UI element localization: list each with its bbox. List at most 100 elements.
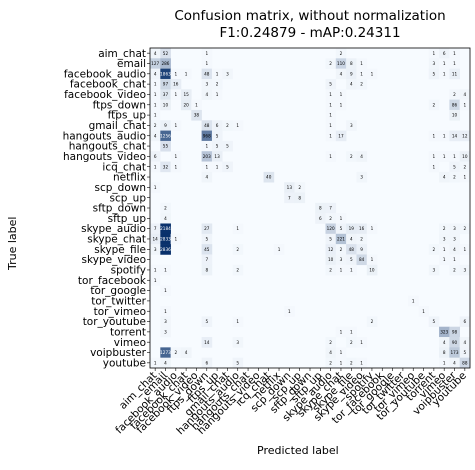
- cell-value-label: 1: [443, 247, 446, 252]
- cell-value-label: 10: [328, 257, 334, 262]
- matrix-cell: [335, 48, 347, 59]
- matrix-cell: [315, 202, 326, 214]
- cell-value-label: 1: [216, 164, 219, 169]
- matrix-cell: [232, 244, 244, 255]
- matrix-cell: [232, 337, 244, 348]
- cell-value-label: 3: [236, 340, 239, 345]
- cell-value-label: 1: [236, 319, 239, 324]
- y-tick-label: tor_google: [90, 285, 146, 297]
- cell-value-label: 5: [226, 164, 229, 169]
- cell-value-label: 8: [298, 195, 301, 200]
- matrix-cell: [160, 264, 171, 276]
- cell-value-label: 1: [174, 237, 177, 242]
- cell-value-label: 4: [350, 82, 353, 87]
- cell-value-label: 15: [183, 92, 189, 97]
- matrix-cell: [335, 223, 347, 235]
- matrix-cell: [428, 58, 440, 69]
- matrix-cell: [366, 68, 378, 80]
- cell-value-label: 1: [340, 350, 343, 355]
- matrix-cell: [160, 285, 171, 297]
- cell-value-label: 2: [453, 92, 456, 97]
- matrix-cell: [428, 244, 440, 255]
- cell-value-label: 17: [338, 133, 344, 138]
- matrix-cell: [346, 337, 357, 348]
- cell-value-label: 2: [360, 237, 363, 242]
- cell-value-label: 2: [350, 154, 353, 159]
- matrix-cell: [459, 316, 471, 328]
- cell-value-label: 20: [183, 102, 189, 107]
- cell-value-label: 4: [453, 247, 456, 252]
- matrix-cell: [160, 140, 171, 152]
- matrix-cell: [222, 120, 233, 131]
- cell-value-label: 2833: [160, 237, 171, 242]
- cell-value-label: 37: [163, 92, 169, 97]
- matrix-cell: [449, 130, 460, 142]
- cell-value-label: 6: [216, 123, 219, 128]
- cell-value-label: 1: [443, 61, 446, 66]
- cell-value-label: 5: [216, 133, 219, 138]
- cell-value-label: 48: [204, 123, 210, 128]
- cell-value-label: 1: [164, 268, 167, 273]
- matrix-cell: [150, 120, 161, 131]
- y-tick-label: facebook_video: [64, 89, 146, 101]
- y-tick-label: icq_chat: [102, 161, 146, 173]
- matrix-cell: [170, 78, 182, 90]
- y-tick-label: ftps_up: [108, 110, 147, 122]
- matrix-cell: [325, 254, 337, 266]
- matrix-cell: [459, 357, 471, 369]
- cell-value-label: 1: [371, 257, 374, 262]
- cell-value-label: 1: [329, 113, 332, 118]
- cell-value-label: 1: [360, 61, 363, 66]
- matrix-cell: [356, 78, 368, 90]
- matrix-cell: [232, 264, 244, 276]
- cell-value-label: 2: [340, 51, 343, 56]
- matrix-cell: [449, 337, 460, 348]
- cell-value-label: 286: [161, 61, 169, 66]
- y-tick-label: vimeo: [114, 337, 146, 349]
- cell-value-label: 1: [205, 61, 208, 66]
- matrix-cell: [418, 306, 430, 317]
- matrix-cell: [160, 48, 171, 59]
- cell-value-label: 110: [337, 61, 345, 66]
- matrix-cell: [170, 233, 182, 245]
- cell-value-label: 4: [329, 350, 332, 355]
- cell-value-label: 1: [453, 154, 456, 159]
- matrix-cell: [201, 120, 213, 131]
- cell-value-label: 1: [174, 164, 177, 169]
- matrix-cell: [273, 244, 285, 255]
- matrix-cell: [201, 316, 213, 328]
- matrix-cell: [449, 326, 460, 338]
- y-tick-label: gmail_chat: [89, 120, 146, 132]
- y-tick-label: tor_facebook: [78, 275, 147, 287]
- cell-value-label: 6: [205, 360, 208, 365]
- cell-value-label: 1: [433, 154, 436, 159]
- matrix-cell: [428, 161, 440, 173]
- cell-value-label: 3: [433, 61, 436, 66]
- cell-value-label: 4: [350, 237, 353, 242]
- matrix-cell: [356, 337, 368, 348]
- matrix-cell: [201, 357, 213, 369]
- matrix-cell: [449, 233, 460, 245]
- cell-value-label: 10: [462, 154, 468, 159]
- matrix-cell: [201, 244, 213, 255]
- cell-value-label: 1: [174, 92, 177, 97]
- matrix-cell: [232, 223, 244, 235]
- matrix-cell: [160, 357, 171, 369]
- cell-value-label: 968: [203, 133, 211, 138]
- matrix-cell: [449, 151, 460, 162]
- matrix-cell: [439, 254, 450, 266]
- matrix-cell: [160, 78, 171, 90]
- matrix-cell: [428, 130, 440, 142]
- cell-value-label: 2: [453, 268, 456, 273]
- cell-value-label: 4: [164, 360, 167, 365]
- matrix-cell: [356, 171, 368, 183]
- matrix-cell: [449, 68, 460, 80]
- cell-value-label: 9: [164, 123, 167, 128]
- cell-value-label: 2: [329, 61, 332, 66]
- matrix-cell: [428, 99, 440, 111]
- matrix-cell: [428, 264, 440, 276]
- matrix-cell: [459, 99, 471, 111]
- cell-value-label: 2: [329, 360, 332, 365]
- cell-value-label: 1: [464, 102, 467, 107]
- y-tick-label: voipbuster: [90, 347, 147, 359]
